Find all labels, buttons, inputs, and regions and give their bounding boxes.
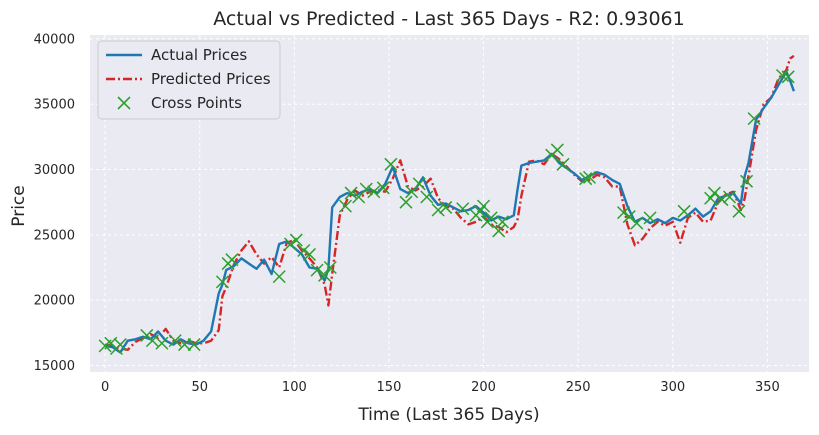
legend-label-actual: Actual Prices <box>151 46 247 64</box>
legend: Actual Prices Predicted Prices Cross Poi… <box>97 40 281 120</box>
cross-point-marker <box>155 336 169 350</box>
x-tick-label: 150 <box>377 380 402 395</box>
x-tick-label: 300 <box>660 380 685 395</box>
cross-point-marker <box>297 243 311 258</box>
cross-point-marker <box>556 157 570 171</box>
cross-point-marker <box>732 204 746 218</box>
y-axis-label: Price <box>9 185 29 226</box>
x-tick-label: 0 <box>101 380 109 395</box>
y-tick-label: 25000 <box>34 228 75 243</box>
cross-point-marker <box>579 172 593 186</box>
series-layer <box>98 54 796 356</box>
cross-point-marker <box>617 206 631 220</box>
x-axis-label: Time (Last 365 Days) <box>357 405 539 425</box>
cross-point-marker <box>344 186 358 200</box>
legend-label-predicted: Predicted Prices <box>151 70 271 88</box>
cross-point-marker <box>484 211 498 225</box>
cross-point-marker <box>367 185 381 199</box>
cross-point-marker <box>376 181 390 195</box>
y-tick-label: 40000 <box>34 32 75 47</box>
x-tick-label: 200 <box>471 380 496 395</box>
y-tick-label: 20000 <box>34 294 75 309</box>
cross-point-marker <box>781 70 795 84</box>
cross-point-marker <box>747 112 761 126</box>
x-tick-label: 250 <box>566 380 591 395</box>
cross-point-marker <box>492 224 506 238</box>
cross-point-marker <box>284 237 298 251</box>
cross-points <box>98 68 795 356</box>
cross-point-marker <box>384 157 398 171</box>
cross-point-marker <box>420 190 434 204</box>
y-tick-label: 15000 <box>34 359 75 374</box>
cross-point-marker <box>495 215 510 229</box>
cross-point-marker <box>145 334 159 348</box>
cross-point-marker <box>310 263 324 277</box>
cross-point-marker <box>225 253 239 267</box>
cross-point-marker <box>215 275 229 289</box>
cross-point-marker <box>113 338 127 352</box>
chart-title: Actual vs Predicted - Last 365 Days - R2… <box>213 8 684 30</box>
tick-labels: 0 50 100 150 200 250 300 350 15000 20000 25000 3000… <box>34 32 780 395</box>
cross-point-marker <box>477 199 491 213</box>
cross-point-marker <box>168 334 182 348</box>
cross-point-marker <box>338 199 352 213</box>
cross-point-marker <box>630 216 644 230</box>
cross-point-marker <box>178 338 192 352</box>
legend-swatch-cross <box>117 96 131 110</box>
y-tick-label: 30000 <box>34 163 75 178</box>
cross-point-marker <box>715 193 729 207</box>
cross-point-marker <box>431 203 445 217</box>
cross-point-marker <box>272 270 286 284</box>
x-tick-label: 100 <box>282 380 307 395</box>
cross-point-marker <box>582 170 597 184</box>
legend-label-cross: Cross Points <box>151 94 242 112</box>
cross-point-marker <box>439 200 453 214</box>
x-tick-label: 350 <box>755 380 780 395</box>
cross-point-marker <box>359 182 373 196</box>
cross-point-marker <box>412 177 426 191</box>
cross-point-marker <box>723 190 737 204</box>
cross-point-marker <box>550 143 564 157</box>
cross-point-marker <box>187 338 201 352</box>
legend-box <box>97 40 281 120</box>
cross-point-marker <box>289 233 303 247</box>
cross-point-marker <box>323 260 337 275</box>
cross-point-marker <box>318 268 332 282</box>
cross-point-marker <box>677 204 691 218</box>
cross-point-marker <box>302 247 317 261</box>
y-tick-label: 35000 <box>34 98 75 113</box>
cross-point-marker <box>740 174 754 188</box>
x-tick-label: 50 <box>191 380 208 395</box>
cross-point-marker <box>399 195 413 209</box>
cross-point-marker <box>456 202 470 216</box>
cross-point-marker <box>643 211 657 225</box>
